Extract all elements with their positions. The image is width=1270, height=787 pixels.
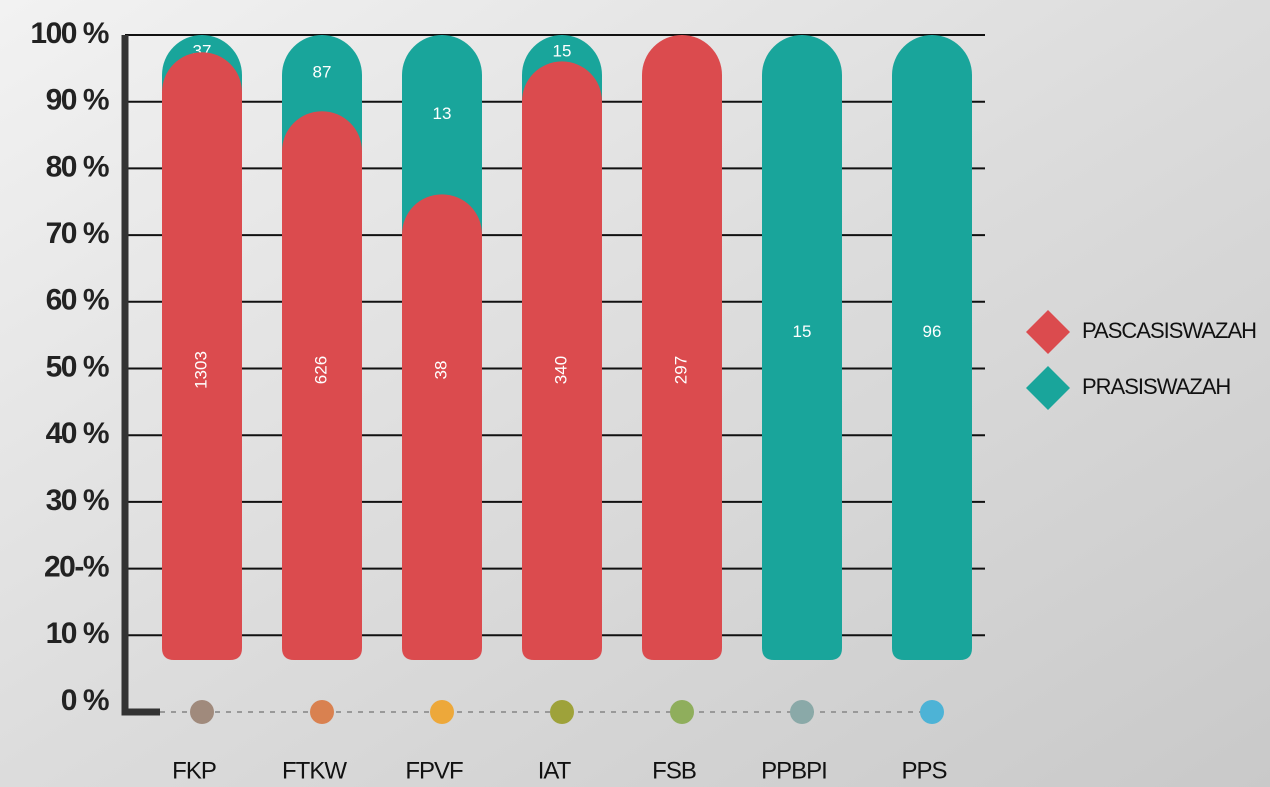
category-dot [190, 700, 214, 724]
y-tick-label: 50 % [46, 350, 109, 383]
y-tick-label: 70 % [46, 217, 109, 250]
x-tick-label: FPVF [405, 757, 463, 784]
value-label: 87 [313, 63, 332, 82]
legend-marker [1026, 310, 1070, 354]
x-tick-label: PPBPI [761, 757, 827, 784]
x-tick-label: IAT [538, 757, 572, 784]
category-dot [670, 700, 694, 724]
category-dot [790, 700, 814, 724]
bar-segment [402, 194, 482, 660]
bar-segment [762, 35, 842, 660]
axis [121, 35, 160, 716]
bar-segment [892, 35, 972, 660]
value-label: 15 [553, 41, 572, 60]
bar-segment [522, 61, 602, 661]
legend-marker [1026, 366, 1070, 410]
y-tick-label: 10 % [46, 617, 109, 650]
value-label: 340 [551, 356, 570, 384]
x-tick-label: FSB [652, 757, 696, 784]
y-tick-label: 60 % [46, 284, 109, 317]
x-tick-label: FKP [172, 757, 216, 784]
y-tick-label: 90 % [46, 84, 109, 117]
bar-segment [642, 35, 722, 660]
y-tick-label: 80 % [46, 150, 109, 183]
bar-segment [282, 111, 362, 661]
value-label: 1303 [191, 351, 210, 389]
category-dot [550, 700, 574, 724]
bar-segment [162, 52, 242, 661]
y-tick-label: 20-% [44, 551, 109, 584]
value-label: 15 [793, 322, 812, 341]
y-tick-label: 40 % [46, 417, 109, 450]
category-dot [430, 700, 454, 724]
y-tick-label: 100 % [30, 17, 108, 50]
value-label: 38 [431, 361, 450, 380]
category-dot [920, 700, 944, 724]
bar-segment [402, 35, 482, 245]
value-label: 13 [433, 104, 452, 123]
category-dot [310, 700, 334, 724]
x-tick-label: PPS [901, 757, 946, 784]
legend-label: PRASISWAZAH [1082, 374, 1230, 399]
y-tick-label: 30 % [46, 484, 109, 517]
value-label: 297 [671, 356, 690, 384]
value-label: 626 [311, 356, 330, 384]
value-label: 96 [923, 322, 942, 341]
y-tick-label: 0 % [61, 684, 109, 717]
legend-label: PASCASISWAZAH [1082, 318, 1256, 343]
x-tick-label: FTKW [282, 757, 347, 784]
